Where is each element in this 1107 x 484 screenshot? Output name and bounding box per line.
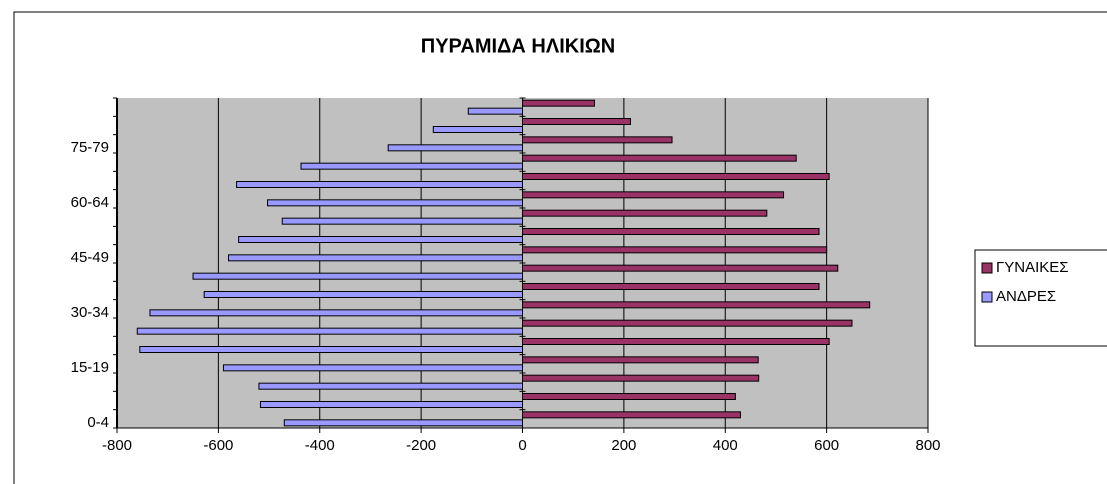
bar	[522, 338, 830, 345]
bar	[522, 209, 768, 217]
bar	[522, 228, 820, 235]
x-tick-label: -400	[305, 437, 335, 454]
y-tick-label: 15-19	[71, 359, 109, 376]
bar	[281, 217, 523, 225]
bar	[522, 246, 828, 254]
bar	[136, 327, 523, 335]
bar	[522, 99, 595, 107]
bar	[228, 254, 523, 262]
bar	[522, 283, 820, 290]
bar	[522, 136, 673, 144]
legend-swatch	[981, 262, 993, 274]
bar	[522, 319, 853, 327]
bar	[387, 144, 523, 152]
x-tick-label: -800	[102, 437, 132, 454]
bar	[522, 264, 839, 272]
bar	[222, 364, 523, 372]
bar	[522, 356, 759, 364]
x-tick-label: -600	[203, 437, 233, 454]
x-tick-label: 0	[518, 437, 526, 454]
bar	[258, 382, 523, 390]
legend-label: ΓΥΝΑΙΚΕΣ	[996, 259, 1069, 276]
bar	[522, 301, 871, 309]
x-tick-label: 400	[713, 437, 738, 454]
x-tick-label: 800	[915, 437, 940, 454]
y-tick-label: 45-49	[71, 249, 109, 266]
bar	[522, 118, 631, 125]
bar	[238, 236, 523, 243]
bar	[267, 199, 523, 207]
y-tick-label: 0-4	[87, 414, 109, 431]
y-tick-label: 60-64	[71, 194, 109, 211]
legend-box	[974, 249, 1107, 347]
x-tick-label: -200	[406, 437, 436, 454]
bar	[522, 173, 830, 180]
bar	[192, 272, 523, 280]
bar	[522, 411, 741, 419]
legend-label: ΑΝΔΡΕΣ	[996, 288, 1056, 305]
bar	[467, 107, 523, 115]
bar	[522, 154, 797, 162]
y-tick-label: 75-79	[71, 139, 109, 156]
bar	[300, 162, 524, 170]
bar	[522, 374, 760, 382]
x-tick-label: 200	[611, 437, 636, 454]
bar	[139, 346, 523, 353]
bar	[522, 393, 736, 400]
y-tick-label: 30-34	[71, 304, 109, 321]
legend-swatch	[981, 291, 993, 303]
bar	[432, 126, 524, 133]
bar	[283, 419, 523, 427]
bar	[149, 309, 523, 317]
bar	[522, 191, 785, 199]
x-tick-label: 600	[814, 437, 839, 454]
bar	[236, 181, 523, 188]
bar	[203, 291, 523, 298]
bar	[259, 401, 523, 408]
chart-title: ΠΥΡΑΜΙΔΑ ΗΛΙΚΙΩΝ	[421, 35, 616, 57]
